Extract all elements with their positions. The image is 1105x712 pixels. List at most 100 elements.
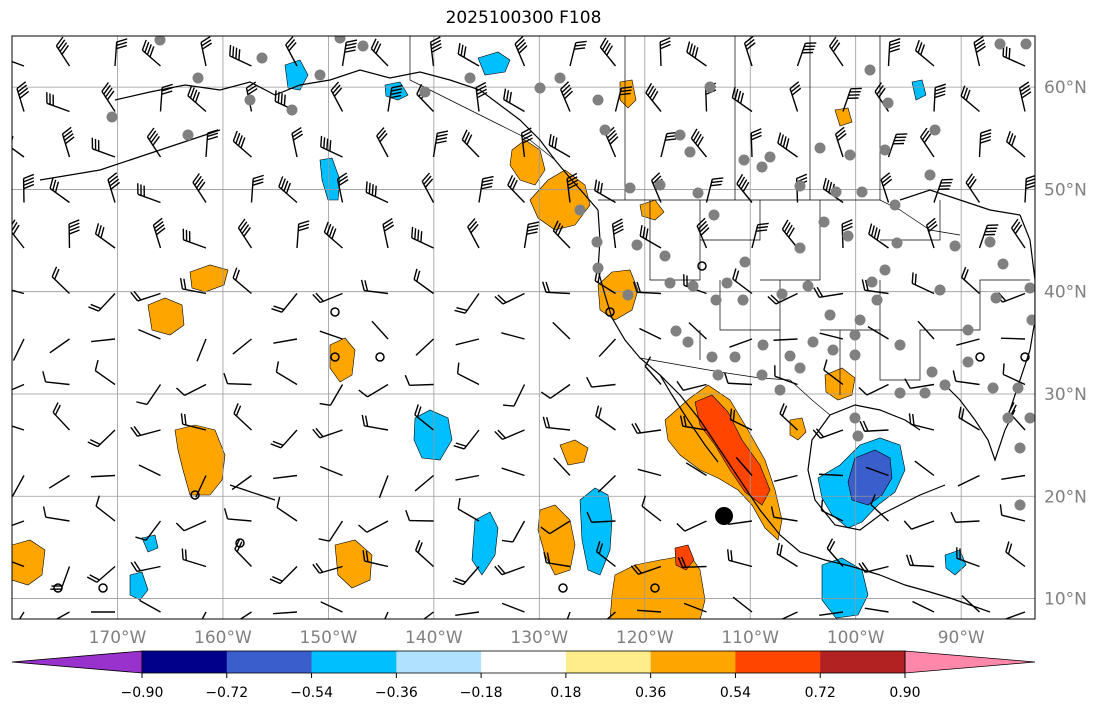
wind-barb <box>1018 81 1032 112</box>
colorbar-bin <box>565 651 652 673</box>
wind-barb <box>94 359 116 386</box>
station-dot <box>807 336 819 348</box>
station-dot <box>919 387 931 399</box>
wind-barb <box>639 225 662 249</box>
wind-barb <box>956 547 980 568</box>
colorbar-extend-high <box>904 650 1036 674</box>
wind-barb <box>494 292 525 305</box>
station-dot <box>314 69 326 81</box>
wind-barb <box>956 338 980 346</box>
negative-anomaly-pac-i <box>141 534 159 553</box>
station-dot <box>704 81 716 93</box>
wind-barb <box>478 175 494 203</box>
wind-barb <box>182 228 207 249</box>
wind-barb <box>543 551 571 568</box>
lon-tick-label: 160°W <box>194 628 252 648</box>
wind-barb <box>1005 130 1026 158</box>
negative-anomaly-carib <box>944 549 967 576</box>
wind-barb <box>796 42 817 67</box>
wind-barb <box>86 565 116 583</box>
wind-barb <box>312 562 343 574</box>
coastline-gulf-of-mexico <box>807 404 946 531</box>
wind-barb <box>55 36 71 67</box>
wind-barb <box>676 520 707 532</box>
station-dot <box>882 97 894 109</box>
lon-tick-label: 170°W <box>89 628 147 648</box>
station-dot <box>776 288 788 300</box>
wind-barb <box>597 474 616 493</box>
wind-barb <box>514 36 528 67</box>
wind-barb <box>950 511 980 523</box>
wind-barb <box>455 338 480 346</box>
positive-anomaly-california <box>597 269 639 321</box>
station-dot <box>856 186 868 198</box>
wind-barb <box>908 413 935 431</box>
wind-barb <box>48 474 70 489</box>
negative-anomaly-contours <box>129 51 967 619</box>
wind-barb <box>595 405 616 431</box>
station-dot <box>591 236 603 248</box>
wind-barb <box>323 221 343 249</box>
calm-marker <box>330 352 340 362</box>
wind-barb <box>50 566 71 590</box>
station-dot <box>654 179 666 191</box>
station-dot <box>756 369 768 381</box>
station-dot <box>708 209 720 221</box>
wind-barb <box>179 277 207 295</box>
station-dot <box>774 384 786 396</box>
wind-barb <box>269 566 298 585</box>
wind-barb <box>690 128 708 158</box>
wind-barb <box>196 338 207 362</box>
wind-barb <box>12 520 25 527</box>
wind-barb <box>494 564 525 576</box>
lon-tick-label: 110°W <box>721 628 779 648</box>
wind-barb <box>630 564 662 575</box>
negative-anomaly-alaska1 <box>477 51 511 76</box>
wind-barb <box>774 365 798 386</box>
wind-barb <box>223 373 252 386</box>
wind-barb <box>414 474 434 492</box>
wind-barb <box>318 520 344 542</box>
wind-barb <box>696 217 710 249</box>
wind-barb <box>599 37 617 67</box>
wind-barb <box>542 281 571 295</box>
station-dot <box>534 82 546 94</box>
wind-barb <box>137 183 161 204</box>
station-dot <box>879 144 891 156</box>
map-area[interactable] <box>0 33 1037 635</box>
station-dot <box>710 294 722 306</box>
wind-barb <box>1010 218 1026 249</box>
wind-barb <box>223 508 252 522</box>
wind-barb <box>566 611 571 619</box>
station-dot <box>934 284 946 296</box>
wind-barb <box>914 39 935 67</box>
wind-barb <box>834 126 847 158</box>
station-dot <box>997 258 1009 270</box>
station-dot <box>939 379 951 391</box>
wind-barb <box>87 429 116 448</box>
wind-barb <box>320 135 343 158</box>
wind-barb <box>22 173 35 203</box>
lat-tick-label: 40°N <box>1044 283 1087 303</box>
wind-barb <box>773 338 798 341</box>
wind-barb <box>175 520 207 532</box>
storm-center-marker <box>715 507 733 525</box>
station-dot <box>687 280 699 292</box>
wind-barb <box>841 219 853 249</box>
calm-marker <box>697 261 707 271</box>
colorbar-tick-label: 0.18 <box>550 685 581 701</box>
negative-anomaly-pac-a <box>413 409 453 461</box>
wind-barb <box>957 474 980 487</box>
calm-marker <box>375 352 385 362</box>
wind-barb <box>176 383 207 397</box>
positive-anomaly-ca-small <box>639 199 665 221</box>
station-dot <box>824 309 836 321</box>
wind-barb <box>732 596 753 613</box>
wind-barb <box>454 293 480 314</box>
wind-barb <box>779 403 798 431</box>
wind-barb <box>644 356 662 385</box>
wind-barb <box>90 474 116 478</box>
wind-barb <box>1001 474 1026 480</box>
wind-barb <box>637 468 662 477</box>
wind-barb <box>501 602 525 613</box>
